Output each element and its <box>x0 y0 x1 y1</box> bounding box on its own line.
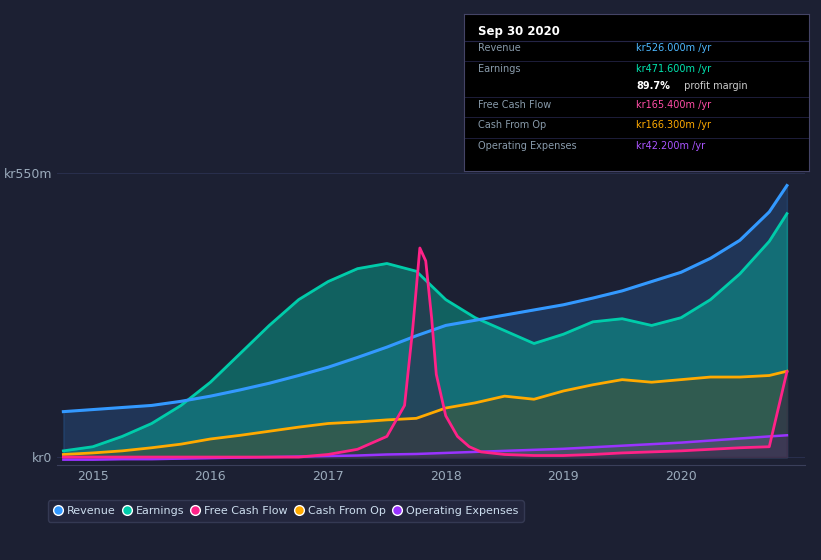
Text: Operating Expenses: Operating Expenses <box>478 141 576 151</box>
Text: 89.7%: 89.7% <box>636 81 670 91</box>
Text: Revenue: Revenue <box>478 44 521 54</box>
Text: kr526.000m /yr: kr526.000m /yr <box>636 44 712 54</box>
Text: Earnings: Earnings <box>478 64 521 74</box>
Text: Free Cash Flow: Free Cash Flow <box>478 100 551 110</box>
Legend: Revenue, Earnings, Free Cash Flow, Cash From Op, Operating Expenses: Revenue, Earnings, Free Cash Flow, Cash … <box>48 501 524 521</box>
Text: kr166.300m /yr: kr166.300m /yr <box>636 120 711 130</box>
Text: profit margin: profit margin <box>681 81 748 91</box>
Text: kr165.400m /yr: kr165.400m /yr <box>636 100 712 110</box>
Text: kr471.600m /yr: kr471.600m /yr <box>636 64 712 74</box>
Text: Sep 30 2020: Sep 30 2020 <box>478 25 560 38</box>
Text: Cash From Op: Cash From Op <box>478 120 546 130</box>
Text: kr42.200m /yr: kr42.200m /yr <box>636 141 705 151</box>
